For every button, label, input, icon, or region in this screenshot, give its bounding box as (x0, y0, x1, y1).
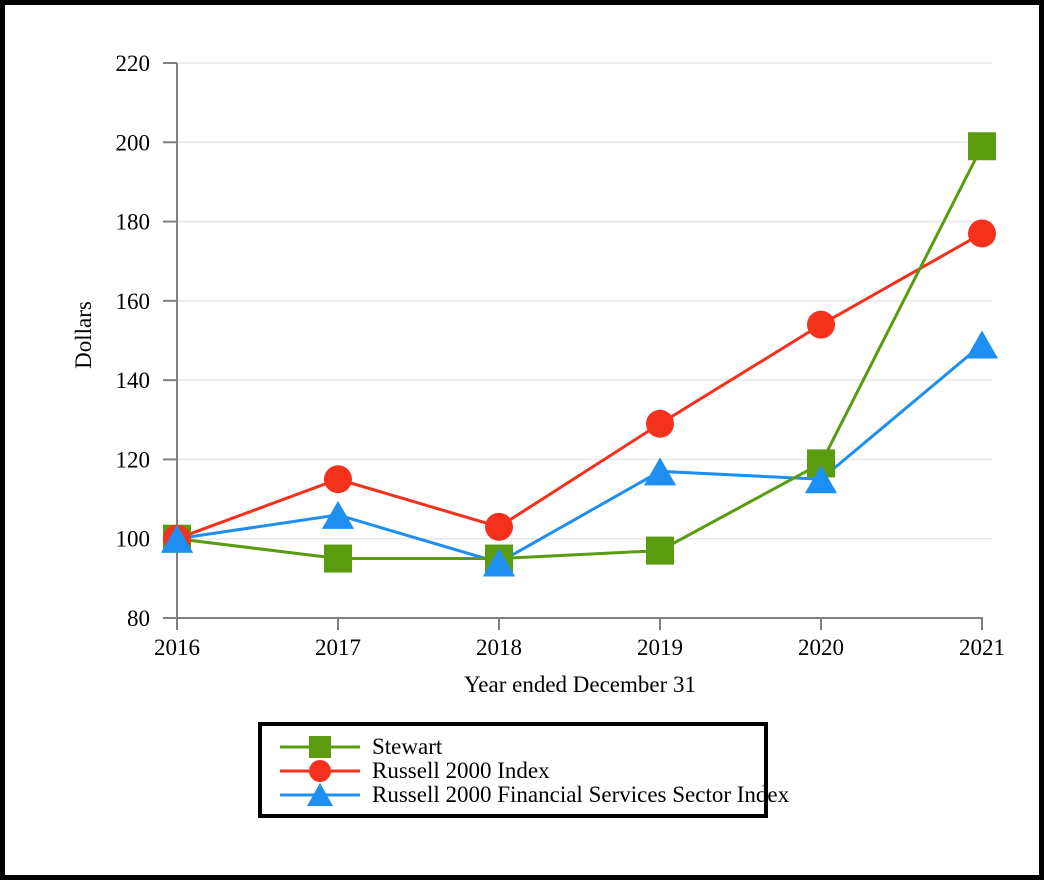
x-tick-label: 2020 (798, 635, 844, 660)
x-tick-label: 2018 (476, 635, 522, 660)
square-marker-icon (280, 736, 360, 758)
stewart-marker (968, 132, 996, 161)
y-axis-title: Dollars (71, 301, 96, 369)
legend-label-stewart: Stewart (372, 734, 443, 759)
y-tick-label: 80 (127, 606, 150, 631)
russell-2000-financial-services-sector-index-marker (965, 330, 999, 359)
y-tick-label: 220 (116, 51, 151, 76)
russell-2000-index-marker (807, 310, 835, 339)
russell-2000-index-marker (485, 512, 513, 541)
russell-2000-index-line (176, 232, 983, 541)
russell-2000-financial-services-sector-index-line (176, 343, 983, 565)
x-tick-label: 2016 (154, 635, 200, 660)
legend-label-russell-2000-index: Russell 2000 Index (372, 758, 550, 783)
russell-2000-financial-services-sector-index-marker (482, 548, 516, 577)
stewart-marker (646, 536, 674, 565)
russell-2000-financial-services-sector-index-marker (643, 457, 677, 486)
russell-2000-financial-services-sector-index-marker (321, 500, 355, 529)
y-tick-label: 140 (116, 368, 151, 393)
y-tick-label: 180 (116, 210, 151, 235)
stewart-marker (324, 544, 352, 573)
y-tick-label: 100 (116, 527, 151, 552)
legend-row-stewart: Stewart (278, 735, 764, 759)
x-tick-label: 2017 (315, 635, 361, 660)
circle-marker-icon (280, 760, 360, 782)
legend-label-russell-2000-financial-services-sector-index: Russell 2000 Financial Services Sector I… (372, 782, 790, 807)
legend-row-russell-2000-financial-services-sector-index: Russell 2000 Financial Services Sector I… (278, 783, 789, 807)
y-tick-label: 160 (116, 289, 151, 314)
y-tick-label: 120 (116, 447, 151, 472)
triangle-marker-icon (280, 783, 360, 806)
russell-2000-index-marker (968, 219, 996, 248)
russell-2000-financial-services-sector-index-marker (160, 524, 194, 553)
stewart-line (176, 145, 984, 561)
x-tick-label: 2019 (637, 635, 683, 660)
legend-row-russell-2000-index: Russell 2000 Index (278, 759, 764, 783)
russell-2000-financial-services-sector-index-marker (804, 465, 838, 494)
x-axis-title: Year ended December 31 (463, 672, 697, 697)
russell-2000-index-marker (646, 409, 674, 438)
russell-2000-index-marker (324, 465, 352, 494)
chart-legend: Stewart Russell 2000 Index Russell 2000 … (258, 722, 789, 818)
x-tick-label: 2021 (959, 635, 1005, 660)
y-tick-label: 200 (116, 130, 151, 155)
